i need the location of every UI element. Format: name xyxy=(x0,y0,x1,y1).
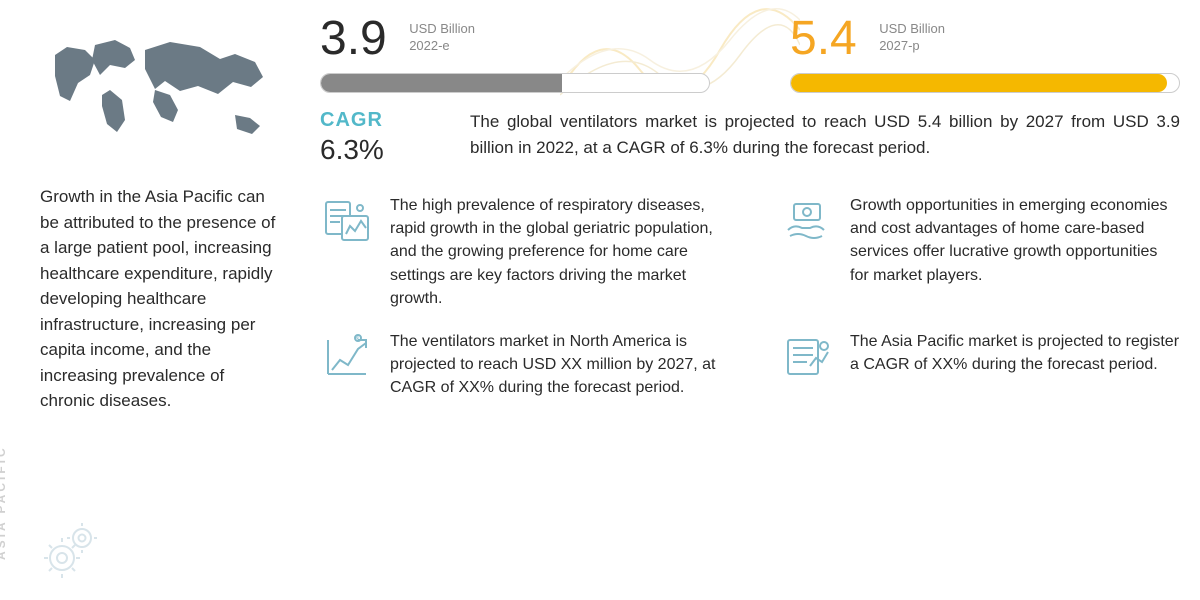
world-map-icon xyxy=(40,20,280,160)
metric-right-value: 5.4 xyxy=(790,15,857,63)
summary-text: The global ventilators market is project… xyxy=(470,109,1180,166)
stats-clipboard-icon xyxy=(320,194,374,248)
metric-right-bar xyxy=(790,73,1180,93)
sidebar-body-text: Growth in the Asia Pacific can be attrib… xyxy=(40,184,280,414)
vertical-region-label: ASIA PACIFIC xyxy=(0,445,8,560)
cagr-value: 6.3% xyxy=(320,134,430,166)
info-text-2: The ventilators market in North America … xyxy=(390,330,720,400)
money-hands-icon xyxy=(780,194,834,248)
metric-right-bar-fill xyxy=(791,74,1167,92)
info-text-0: The high prevalence of respiratory disea… xyxy=(390,194,720,310)
metric-right-year: 2027-p xyxy=(879,38,945,55)
cagr-label: CAGR xyxy=(320,109,430,132)
metric-2022: 3.9 USD Billion 2022-e xyxy=(320,15,710,93)
info-cell-drivers: The high prevalence of respiratory disea… xyxy=(320,194,720,310)
market-list-icon xyxy=(780,330,834,384)
gear-icon xyxy=(40,520,100,580)
metric-right-unit: USD Billion xyxy=(879,21,945,38)
info-text-1: Growth opportunities in emerging economi… xyxy=(850,194,1180,287)
info-text-3: The Asia Pacific market is projected to … xyxy=(850,330,1180,376)
metric-2027: 5.4 USD Billion 2027-p xyxy=(790,15,1180,93)
metric-left-unit: USD Billion xyxy=(409,21,475,38)
info-cell-asia-pacific: The Asia Pacific market is projected to … xyxy=(780,330,1180,400)
info-cell-north-america: $ The ventilators market in North Americ… xyxy=(320,330,720,400)
growth-chart-icon: $ xyxy=(320,330,374,384)
metric-left-bar xyxy=(320,73,710,93)
metric-left-year: 2022-e xyxy=(409,38,475,55)
info-cell-opportunities: Growth opportunities in emerging economi… xyxy=(780,194,1180,310)
metric-left-value: 3.9 xyxy=(320,15,387,63)
metric-left-bar-fill xyxy=(321,74,562,92)
cagr-block: CAGR 6.3% xyxy=(320,109,430,166)
